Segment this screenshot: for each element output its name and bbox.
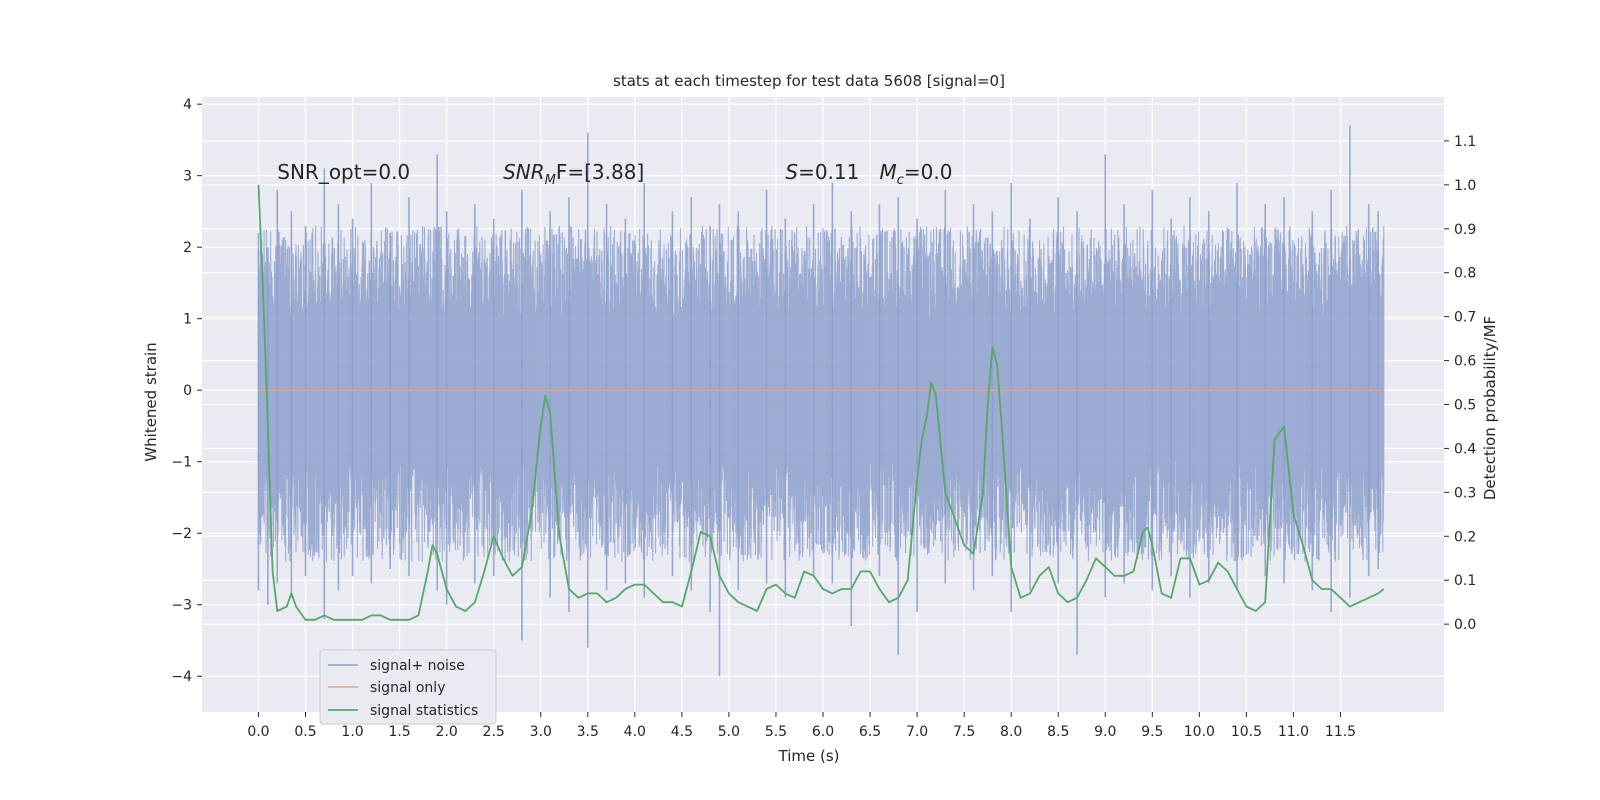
x-tick-label: 3.5 (577, 724, 599, 740)
legend-box (319, 649, 497, 725)
y-right-tick-label: 0.8 (1454, 266, 1476, 282)
y-tick-label: −2 (171, 526, 192, 542)
x-tick-label: 8.0 (1000, 724, 1022, 740)
x-tick-label: 0.0 (247, 724, 269, 740)
x-tick-label: 11.0 (1278, 724, 1309, 740)
y-axis-right-label: Detection probability/MF (1481, 316, 1499, 500)
x-tick-label: 5.0 (718, 724, 740, 740)
x-tick-label: 10.0 (1184, 724, 1215, 740)
x-tick-label: 6.0 (812, 724, 834, 740)
y-right-tick-label: 0.4 (1454, 441, 1476, 457)
y-right-tick-label: 1.1 (1454, 134, 1476, 150)
y-tick-label: 0 (183, 383, 192, 399)
y-tick-label: 1 (183, 312, 192, 328)
y-axis-label: Whitened strain (142, 342, 160, 461)
x-tick-label: 4.5 (671, 724, 693, 740)
y-right-tick-label: 0.3 (1454, 485, 1476, 501)
chart-title: stats at each timestep for test data 560… (613, 72, 1005, 90)
x-tick-label: 4.0 (624, 724, 646, 740)
y-tick-label: −1 (171, 455, 192, 471)
x-tick-label: 2.0 (436, 724, 458, 740)
x-tick-label: 11.5 (1325, 724, 1356, 740)
x-tick-label: 9.0 (1094, 724, 1116, 740)
x-tick-label: 8.5 (1047, 724, 1069, 740)
x-tick-label: 9.5 (1141, 724, 1163, 740)
y-right-tick-label: 0.1 (1454, 573, 1476, 589)
x-tick-label: 6.5 (859, 724, 881, 740)
annotation: Mc=0.0 (879, 160, 952, 188)
y-right-tick-label: 0.0 (1454, 617, 1476, 633)
annotation: S=0.11 (785, 160, 859, 184)
axis-ticks: 0.0 0.5 1.0 1.5 2.0 2.5 3.0 3.5 4.0 4.5 5.0 5.5 6.0 6… (171, 97, 1476, 740)
x-tick-label: 3.0 (530, 724, 552, 740)
legend: signal+ noise signal only signal statist… (319, 649, 497, 725)
legend-label-signal-statistics: signal statistics (370, 703, 478, 719)
y-tick-label: 4 (183, 97, 192, 113)
y-right-tick-label: 1.0 (1454, 178, 1476, 194)
x-axis-label: Time (s) (778, 747, 840, 765)
annotation: SNRMF=[3.88] (503, 160, 644, 188)
legend-label-signal-only: signal only (370, 680, 445, 696)
signal-statistics-line (257, 184, 1385, 621)
y-right-tick-label: 0.2 (1454, 529, 1476, 545)
y-tick-label: −4 (171, 669, 192, 685)
annotation: SNR_opt=0.0 (277, 160, 410, 184)
x-tick-label: 1.5 (388, 724, 410, 740)
x-tick-label: 2.5 (483, 724, 505, 740)
annotations: SNR_opt=0.0 SNRMF=[3.88] S=0.11 Mc=0.0 (277, 160, 952, 188)
x-tick-label: 5.5 (765, 724, 787, 740)
y-tick-label: −3 (171, 598, 192, 614)
series-lines (257, 184, 1385, 621)
y-right-tick-label: 0.5 (1454, 398, 1476, 414)
y-tick-label: 3 (183, 169, 192, 185)
x-tick-label: 10.5 (1231, 724, 1262, 740)
y-right-tick-label: 0.7 (1454, 310, 1476, 326)
x-tick-label: 7.0 (906, 724, 928, 740)
x-tick-label: 0.5 (294, 724, 316, 740)
y-right-tick-label: 0.6 (1454, 354, 1476, 370)
x-tick-label: 7.5 (953, 724, 975, 740)
legend-label-signal-noise: signal+ noise (370, 658, 465, 674)
y-right-tick-label: 0.9 (1454, 222, 1476, 238)
x-tick-label: 1.0 (341, 724, 363, 740)
noise-trace (257, 225, 1385, 562)
y-tick-label: 2 (183, 240, 192, 256)
